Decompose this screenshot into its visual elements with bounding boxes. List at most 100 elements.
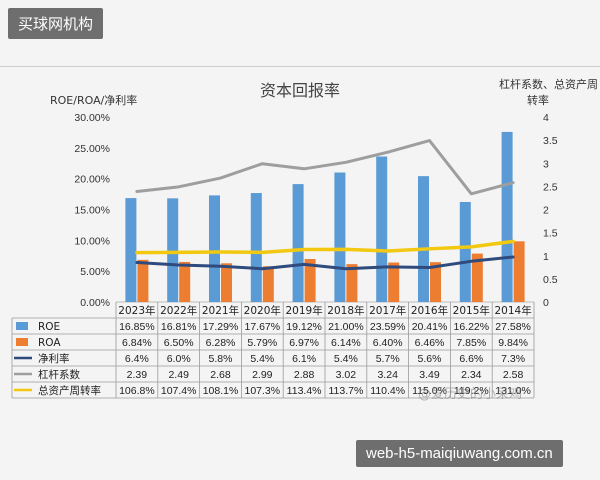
bar-roe <box>292 184 304 302</box>
table-value: 6.84% <box>122 337 152 349</box>
left-tick-label: 20.00% <box>74 174 110 186</box>
table-value: 3.24 <box>377 369 398 381</box>
table-value: 5.79% <box>247 337 277 349</box>
left-tick-label: 5.00% <box>80 266 110 278</box>
chart-title: 资本回报率 <box>260 81 340 100</box>
table-value: 6.1% <box>292 353 316 365</box>
table-value: 3.49 <box>419 369 440 381</box>
bar-roe <box>501 131 513 302</box>
legend-label: ROA <box>38 337 61 349</box>
left-tick-label: 25.00% <box>74 143 110 155</box>
table-value: 110.4% <box>370 385 405 397</box>
table-value: 113.7% <box>328 385 363 397</box>
table-value: 23.59% <box>370 321 406 333</box>
bar-roe <box>418 176 429 302</box>
left-tick-label: 10.00% <box>74 235 110 247</box>
left-tick-label: 15.00% <box>74 205 110 217</box>
table-value: 6.14% <box>331 337 361 349</box>
table-value: 2.99 <box>252 369 273 381</box>
left-tick-label: 30.00% <box>74 112 110 124</box>
category-label: 2015年 <box>453 304 490 317</box>
bar-roe <box>250 193 262 302</box>
divider <box>0 66 600 67</box>
legend-label: 杠杆系数 <box>38 368 80 381</box>
table-value: 5.4% <box>334 353 358 365</box>
category-label: 2023年 <box>118 304 155 317</box>
legend-label: 总资产周转率 <box>38 384 101 397</box>
table-value: 19.12% <box>286 321 322 333</box>
right-tick-label: 4 <box>543 112 549 124</box>
bar-roe <box>459 201 471 302</box>
bar-roa <box>221 263 232 302</box>
table-value: 6.0% <box>167 353 191 365</box>
bar-roa <box>388 262 400 302</box>
bar-roa <box>346 264 358 302</box>
table-value: 5.4% <box>250 353 274 365</box>
bar-roe <box>167 198 179 302</box>
right-axis-label-line2: 转率 <box>527 93 549 107</box>
table-value: 6.50% <box>164 337 194 349</box>
table-value: 119.2% <box>454 385 489 397</box>
table-value: 5.8% <box>209 353 233 365</box>
category-label: 2021年 <box>202 304 239 317</box>
bar-roa <box>262 266 274 302</box>
table-value: 20.41% <box>412 321 448 333</box>
watermark-top: 买球网机构 <box>8 8 104 39</box>
table-value: 115.0% <box>412 385 447 397</box>
table-value: 6.4% <box>125 353 149 365</box>
legend-key-roa <box>16 338 28 346</box>
table-value: 16.22% <box>453 321 489 333</box>
table-value: 17.29% <box>203 321 239 333</box>
table-value: 21.00% <box>328 321 364 333</box>
table-value: 7.3% <box>501 353 525 365</box>
watermark-overlay: @爱历史的小呆鸡 <box>418 386 522 402</box>
right-tick-label: 3 <box>543 158 549 170</box>
table-value: 5.6% <box>418 353 442 365</box>
bar-roa <box>137 259 149 302</box>
table-value: 5.7% <box>376 353 400 365</box>
table-value: 131.0% <box>495 385 531 397</box>
bar-roa <box>513 241 525 302</box>
bar-roa <box>471 253 483 302</box>
table-value: 6.46% <box>415 337 445 349</box>
table-value: 107.4% <box>161 385 197 397</box>
left-axis-label: ROE/ROA/净利率 <box>50 93 137 107</box>
category-label: 2016年 <box>411 304 448 317</box>
table-value: 6.6% <box>459 353 483 365</box>
table-value: 106.8% <box>119 385 155 397</box>
table-value: 2.88 <box>294 369 315 381</box>
category-label: 2019年 <box>285 304 322 317</box>
legend-label: ROE <box>38 321 60 333</box>
bar-roe <box>376 156 388 302</box>
bar-roe <box>125 198 137 302</box>
right-tick-label: 2.5 <box>543 181 558 193</box>
table-value: 27.58% <box>495 321 531 333</box>
table-value: 6.28% <box>206 337 236 349</box>
series-line-2 <box>135 239 515 255</box>
table-value: 107.3% <box>244 385 280 397</box>
watermark-bottom: web-h5-maiqiuwang.com.cn <box>356 440 563 467</box>
bar-roa <box>304 259 316 302</box>
category-label: 2022年 <box>160 304 197 317</box>
right-tick-label: 1.5 <box>543 228 558 240</box>
table-value: 6.97% <box>289 337 319 349</box>
table-value: 2.34 <box>461 369 482 381</box>
legend-key-roe <box>16 322 28 330</box>
right-axis-label-line1: 杠杆系数、总资产周 <box>499 77 598 91</box>
bar-roe <box>334 172 346 302</box>
table-value: 2.58 <box>503 369 524 381</box>
series-line-1 <box>135 139 515 196</box>
table-value: 2.49 <box>168 369 189 381</box>
table-value: 6.40% <box>373 337 403 349</box>
table-value: 113.4% <box>287 385 322 397</box>
series-line-0 <box>135 255 515 271</box>
table-value: 2.68 <box>210 369 231 381</box>
table-value: 108.1% <box>203 385 239 397</box>
category-label: 2018年 <box>327 304 364 317</box>
left-tick-label: 0.00% <box>80 297 110 309</box>
category-label: 2014年 <box>494 304 531 317</box>
bar-roa <box>430 262 441 302</box>
table-value: 2.39 <box>127 369 148 381</box>
